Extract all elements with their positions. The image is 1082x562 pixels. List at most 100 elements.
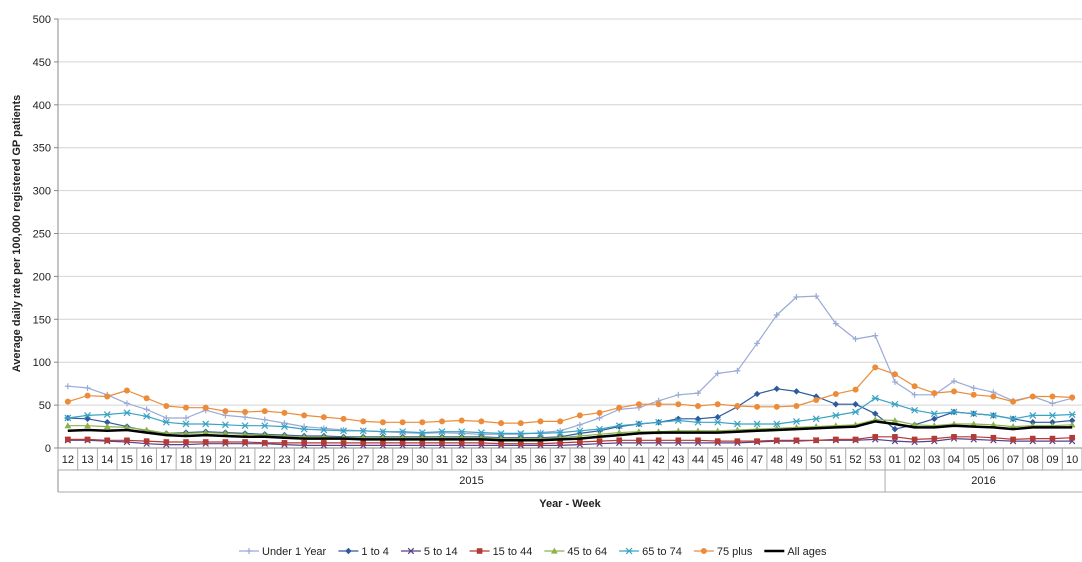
data-point [241,430,249,437]
data-point [734,438,741,444]
data-point [498,420,505,427]
x-tick-label: 01 [889,454,901,466]
data-point [872,332,879,339]
data-point [183,414,189,421]
data-point [281,409,288,416]
data-point [143,438,150,444]
data-point [931,435,938,442]
data-point [438,428,446,436]
y-tick-label: 250 [33,229,51,241]
x-tick-label: 28 [377,454,389,466]
data-point [183,439,189,445]
data-point [871,394,879,402]
x-tick-label: 30 [416,454,428,466]
data-point [340,426,347,433]
x-tick-label: 27 [357,454,369,466]
data-point [970,420,978,427]
data-point [951,388,957,395]
data-point [813,293,820,300]
data-point [202,429,210,436]
data-point [577,439,583,445]
data-point [733,420,741,428]
year-label: 2015 [459,475,483,487]
data-point [407,547,415,555]
data-point [246,548,252,554]
series-line [67,420,1073,442]
data-point [163,414,170,421]
data-point [64,414,72,422]
data-point [596,430,603,437]
data-point [261,440,268,446]
data-point [891,400,899,408]
x-tick-label: 05 [968,454,980,466]
data-point [399,440,406,446]
x-tick-label: 47 [751,454,763,466]
series-all-ages [67,420,1073,442]
y-tick-label: 200 [33,271,51,283]
data-point [439,418,445,425]
data-point [596,409,603,416]
legend-item-1-to-4: 1 to 4 [338,546,389,558]
legend: Under 1 Year 1 to 4 5 to 14 15 to 44 45 to 6… [239,546,827,558]
data-point [64,383,71,390]
data-point [951,378,957,385]
data-point [84,422,91,429]
x-tick-label: 45 [712,454,724,466]
data-point [675,401,682,408]
data-point [892,434,898,440]
data-point [832,411,840,419]
data-point [104,437,111,444]
x-tick-label: 02 [908,454,920,466]
data-point [852,336,859,343]
data-point [675,415,682,423]
data-point [754,438,760,444]
x-tick-label: 14 [101,454,113,466]
data-point [812,415,820,423]
x-tick-label: 22 [259,454,271,466]
data-point [379,419,386,426]
legend-label: 15 to 44 [493,546,533,558]
x-tick-label: 39 [593,454,605,466]
data-point [221,421,229,429]
x-tick-label: 36 [534,454,546,466]
data-point [754,403,761,410]
x-tick-label: 40 [613,454,625,466]
data-point [359,427,367,435]
data-point [596,425,604,433]
y-tick-label: 0 [45,443,51,455]
data-point [64,398,71,405]
legend-item-under-1-year: Under 1 Year [239,546,327,558]
data-point [911,383,918,390]
data-point [576,412,583,419]
data-point [674,417,682,424]
data-point [773,420,781,428]
legend-item-75-plus: 75 plus [693,546,753,558]
data-point [792,417,800,425]
x-tick-label: 46 [731,454,743,466]
data-point [202,404,209,411]
data-point [261,422,269,430]
data-point [833,436,839,443]
x-tick-label: 25 [318,454,330,466]
legend-item-all-ages: All ages [764,546,827,558]
x-tick-label: 44 [692,454,704,466]
legend-item-15-to-44: 15 to 44 [469,546,533,558]
data-point [1029,393,1036,400]
x-tick-label: 17 [160,454,172,466]
data-point [635,420,643,428]
data-point [793,293,800,300]
x-tick-label: 15 [121,454,133,466]
series-line [67,436,1073,445]
y-tick-label: 450 [33,57,51,69]
series-65-to-74 [64,394,1076,437]
data-point [182,430,190,437]
data-point [104,393,111,400]
x-tick-label: 49 [790,454,802,466]
data-point [222,439,229,445]
data-point [911,436,918,443]
gridlines [58,18,1082,406]
y-tick-label: 500 [33,14,51,26]
data-point [64,422,72,429]
data-point [498,440,504,447]
